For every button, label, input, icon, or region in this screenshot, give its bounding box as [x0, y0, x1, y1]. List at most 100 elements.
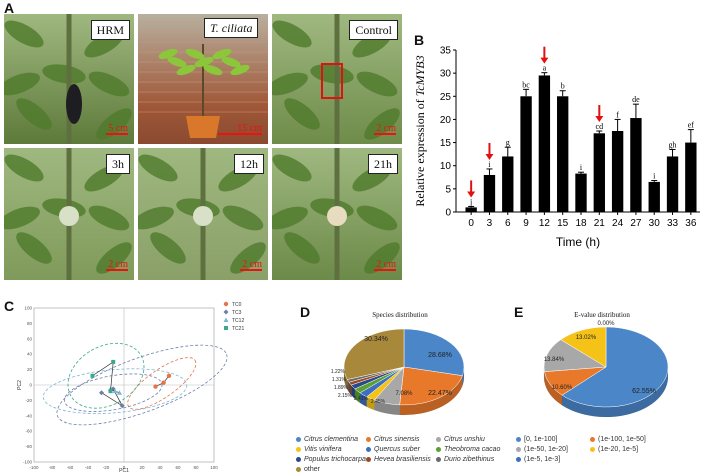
significance-letter: de: [632, 95, 640, 104]
x-tick-label: 15: [557, 218, 569, 229]
legend-swatch: [436, 446, 441, 452]
pie-slice: [561, 326, 669, 408]
legend-label: Vitis vinifera: [304, 446, 342, 453]
pie-percent-label: 1.31%: [332, 377, 347, 383]
species-legend-item: Durio zibethinus: [436, 456, 494, 463]
y-tick-label: 30: [440, 69, 452, 80]
y-tick-label: 20: [440, 115, 452, 126]
x-tick-label: 36: [685, 218, 697, 229]
leaf: [272, 20, 312, 48]
photo-illustration: [272, 148, 402, 280]
significance-letter: g: [506, 138, 510, 147]
leaf: [272, 72, 308, 96]
y-axis-label-gene: TcMYB3: [413, 55, 427, 96]
y-tick-label: 40: [27, 352, 33, 357]
x-tick-label: 24: [612, 218, 624, 229]
panel-letter-d: D: [300, 304, 311, 320]
scale-bar-label: 2 cm: [376, 123, 396, 134]
leaf: [42, 64, 86, 84]
bar: [502, 156, 514, 212]
x-tick-label: 100: [210, 465, 218, 470]
leaf: [96, 242, 132, 274]
x-tick-label: 9: [523, 218, 529, 229]
photo-4: 3h 2 cm: [4, 148, 134, 280]
legend-swatch: [296, 436, 301, 442]
significance-letter: a: [543, 64, 547, 73]
bar: [666, 156, 679, 212]
significance-letter: i: [580, 163, 583, 172]
y-axis-label-prefix: Relative expression of: [413, 96, 427, 206]
pie-slice: [403, 328, 465, 376]
scale-bar: [106, 133, 128, 135]
pie-percent-label: 1.89%: [334, 385, 349, 391]
bar: [575, 173, 587, 212]
leaf: [356, 205, 398, 231]
leaf: [364, 242, 400, 274]
leaf: [222, 205, 264, 231]
legend-label: [0, 1e-100]: [524, 436, 558, 443]
flower-bud: [327, 206, 347, 226]
series-connector: [92, 361, 114, 392]
pie-percent-label: 28.68%: [428, 352, 452, 359]
legend-label: Citrus unshiu: [444, 436, 485, 443]
plant-leaf: [212, 48, 232, 60]
significance-letter: gh: [669, 141, 677, 150]
scale-bar-label: 5 cm: [108, 123, 128, 134]
x-tick-label: 0: [468, 218, 474, 229]
species-legend-item: Hevea brasiliensis: [366, 456, 431, 463]
x-tick-label: 0: [123, 465, 126, 470]
pie-percent-label: 2.41%: [354, 396, 369, 402]
photo-label: 12h: [234, 154, 264, 174]
scale-bar-label: 2 cm: [376, 259, 396, 270]
x-tick-label: 6: [505, 218, 511, 229]
pie-percent-label: 30.34%: [364, 336, 388, 343]
photo-label: HRM: [90, 20, 130, 40]
leaf: [356, 71, 398, 97]
legend-label: (1e-5, 1e-3]: [524, 456, 561, 463]
flower-bud: [193, 206, 213, 226]
legend-label: Hevea brasiliensis: [374, 456, 431, 463]
scale-bar: [374, 269, 396, 271]
y-tick-label: 25: [440, 92, 452, 103]
larva: [66, 84, 82, 124]
significance-letter: i: [488, 160, 491, 169]
scale-bar: [106, 269, 128, 271]
panel-letter-e: E: [514, 304, 524, 320]
data-point: [161, 380, 166, 385]
y-tick-label: 0: [445, 208, 451, 219]
bar: [557, 96, 569, 212]
species-legend-item: Citrus clementina: [296, 436, 358, 443]
y-axis-label: PC2: [17, 380, 23, 390]
confidence-ellipse: [56, 344, 228, 426]
bar: [520, 96, 532, 212]
species-legend-item: Theobroma cacao: [436, 446, 500, 453]
scale-bar: [240, 269, 262, 271]
flower-bud: [59, 206, 79, 226]
legend-label: Quercus suber: [374, 446, 420, 453]
data-point: [99, 390, 104, 396]
legend-swatch: [366, 446, 371, 452]
pie-slice: [399, 366, 463, 406]
significance-letter: f: [616, 110, 619, 119]
legend-label: TC0: [232, 302, 242, 308]
y-tick-label: -60: [25, 429, 32, 434]
data-point: [111, 359, 116, 364]
legend-swatch: [296, 446, 301, 452]
x-tick-label: 12: [539, 218, 551, 229]
y-tick-label: -100: [23, 460, 33, 465]
legend-swatch: [296, 456, 301, 462]
legend-swatch: [436, 436, 441, 442]
data-point: [119, 403, 125, 409]
photo-6: 21h 2 cm: [272, 148, 402, 280]
legend-swatch: [516, 436, 521, 442]
photo-1: HRM 5 cm: [4, 14, 134, 144]
data-point: [110, 386, 116, 392]
photo-3: Control 2 cm: [272, 14, 402, 144]
legend-swatch: [366, 456, 371, 462]
x-tick-label: 21: [594, 218, 606, 229]
data-point: [166, 373, 172, 378]
x-tick-label: 33: [667, 218, 679, 229]
y-tick-label: 35: [440, 46, 452, 57]
plant-leaf: [158, 48, 178, 60]
flower-pot: [186, 116, 220, 138]
